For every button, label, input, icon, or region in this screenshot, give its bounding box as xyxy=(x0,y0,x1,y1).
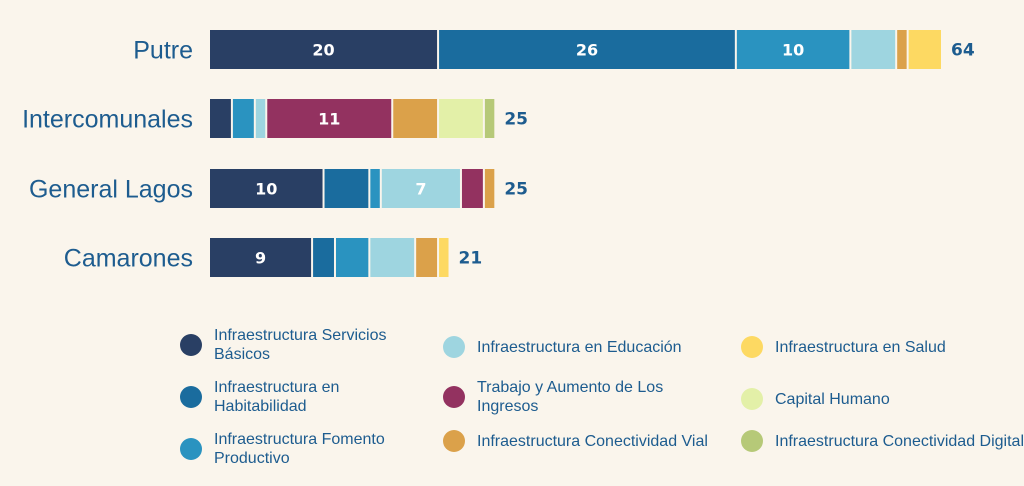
bar-segment-camarones-infraestructura-fomento-productivo xyxy=(335,238,369,277)
total-label-putre: 64 xyxy=(951,41,975,61)
legend-label: Infraestructura en Educación xyxy=(477,338,682,356)
bar-segment-putre-infraestructura-en-salud xyxy=(908,30,941,69)
bar-segment-general-lagos-infraestructura-conectividad-vial xyxy=(484,169,495,208)
legend-label: Trabajo y Aumento de Los Ingresos xyxy=(477,379,664,415)
legend-label: Infraestructura Conectividad Vial xyxy=(477,432,708,450)
category-label-camarones: Camarones xyxy=(64,245,193,273)
segment-label-general-lagos-infraestructura-servicios-basicos: 10 xyxy=(255,180,277,199)
legend-item-habitabilidad: Infraestructura en Habitabilidad xyxy=(180,378,380,416)
legend-label: Infraestructura en Salud xyxy=(775,338,946,356)
legend-dot-icon xyxy=(180,334,202,356)
total-label-camarones: 21 xyxy=(459,249,483,269)
legend-item-servicios-basicos: Infraestructura Servicios Básicos xyxy=(180,326,430,364)
legend-item-capital-humano: Capital Humano xyxy=(741,388,1021,410)
bar-segment-putre-infraestructura-servicios-basicos xyxy=(210,30,438,69)
legend-item-educacion: Infraestructura en Educación xyxy=(443,336,743,358)
legend-item-salud: Infraestructura en Salud xyxy=(741,336,1021,358)
legend-dot-icon xyxy=(443,430,465,452)
bar-segment-general-lagos-infraestructura-en-habitabilidad xyxy=(324,169,369,208)
bar-segment-putre-infraestructura-en-habitabilidad xyxy=(439,30,735,69)
stacked-bar-chart: Putre Intercomunales General Lagos Camarone… xyxy=(22,30,975,277)
bar-segment-camarones-infraestructura-servicios-basicos xyxy=(210,238,312,277)
legend-item-trabajo-ingresos: Trabajo y Aumento de Los Ingresos xyxy=(443,378,708,416)
bar-segment-intercomunales-infraestructura-conectividad-digital xyxy=(484,99,495,138)
bar-segment-general-lagos-infraestructura-en-educacion xyxy=(381,169,460,208)
bar-segment-intercomunales-capital-humano xyxy=(439,99,483,138)
bar-segment-intercomunales-infraestructura-servicios-basicos xyxy=(210,99,231,138)
total-label-general-lagos: 25 xyxy=(504,180,528,200)
legend-dot-icon xyxy=(741,430,763,452)
bar-segment-general-lagos-infraestructura-servicios-basicos xyxy=(210,169,323,208)
segment-label-putre-infraestructura-fomento-productivo: 10 xyxy=(782,41,804,60)
bar-segment-intercomunales-infraestructura-conectividad-vial xyxy=(393,99,438,138)
segment-label-general-lagos-infraestructura-en-educacion: 7 xyxy=(415,180,426,199)
bar-segment-camarones-infraestructura-en-educacion xyxy=(370,238,415,277)
legend-dot-icon xyxy=(180,438,202,460)
segment-label-intercomunales-trabajo-y-aumento-de-los-ingresos: 11 xyxy=(318,110,340,129)
legend-dot-icon xyxy=(180,386,202,408)
bar-segment-intercomunales-infraestructura-fomento-productivo xyxy=(232,99,254,138)
legend-label: Capital Humano xyxy=(775,390,890,408)
bar-segment-camarones-infraestructura-conectividad-vial xyxy=(416,238,438,277)
category-label-putre: Putre xyxy=(133,37,193,65)
segment-label-camarones-infraestructura-servicios-basicos: 9 xyxy=(255,249,266,268)
legend-label: Infraestructura Fomento Productivo xyxy=(214,431,385,467)
bar-segment-general-lagos-infraestructura-fomento-productivo xyxy=(370,169,380,208)
bar-segment-intercomunales-trabajo-y-aumento-de-los-ingresos xyxy=(267,99,392,138)
bar-segment-putre-infraestructura-conectividad-vial xyxy=(897,30,907,69)
segment-label-putre-infraestructura-en-habitabilidad: 26 xyxy=(576,41,598,60)
bar-segment-camarones-infraestructura-en-salud xyxy=(439,238,449,277)
bars: 20 26 10 11 10 7 9 xyxy=(210,30,941,277)
category-labels: Putre Intercomunales General Lagos Camarone… xyxy=(22,37,193,273)
legend-dot-icon xyxy=(443,386,465,408)
legend-dot-icon xyxy=(443,336,465,358)
legend-item-fomento-productivo: Infraestructura Fomento Productivo xyxy=(180,430,430,468)
legend-dot-icon xyxy=(741,388,763,410)
category-label-intercomunales: Intercomunales xyxy=(22,106,193,134)
legend-dot-icon xyxy=(741,336,763,358)
segment-label-putre-infraestructura-servicios-basicos: 20 xyxy=(312,41,334,60)
legend-item-conectividad-vial: Infraestructura Conectividad Vial xyxy=(443,430,728,452)
bar-segment-general-lagos-trabajo-y-aumento-de-los-ingresos xyxy=(461,169,483,208)
bar-segment-intercomunales-infraestructura-en-educacion xyxy=(255,99,266,138)
legend-label: Infraestructura Servicios Básicos xyxy=(214,327,387,363)
legend-label: Infraestructura en Habitabilidad xyxy=(214,379,340,415)
bar-segment-putre-infraestructura-en-educacion xyxy=(851,30,896,69)
legend-item-conectividad-digital: Infraestructura Conectividad Digital xyxy=(741,430,1024,452)
bar-segment-putre-infraestructura-fomento-productivo xyxy=(736,30,850,69)
bar-segment-camarones-infraestructura-en-habitabilidad xyxy=(313,238,334,277)
total-labels: 64 25 25 21 xyxy=(459,41,975,269)
legend: Infraestructura Servicios Básicos Infrae… xyxy=(180,326,1024,476)
legend-label: Infraestructura Conectividad Digital xyxy=(775,432,1024,450)
category-label-general-lagos: General Lagos xyxy=(29,176,193,204)
total-label-intercomunales: 25 xyxy=(504,110,528,130)
